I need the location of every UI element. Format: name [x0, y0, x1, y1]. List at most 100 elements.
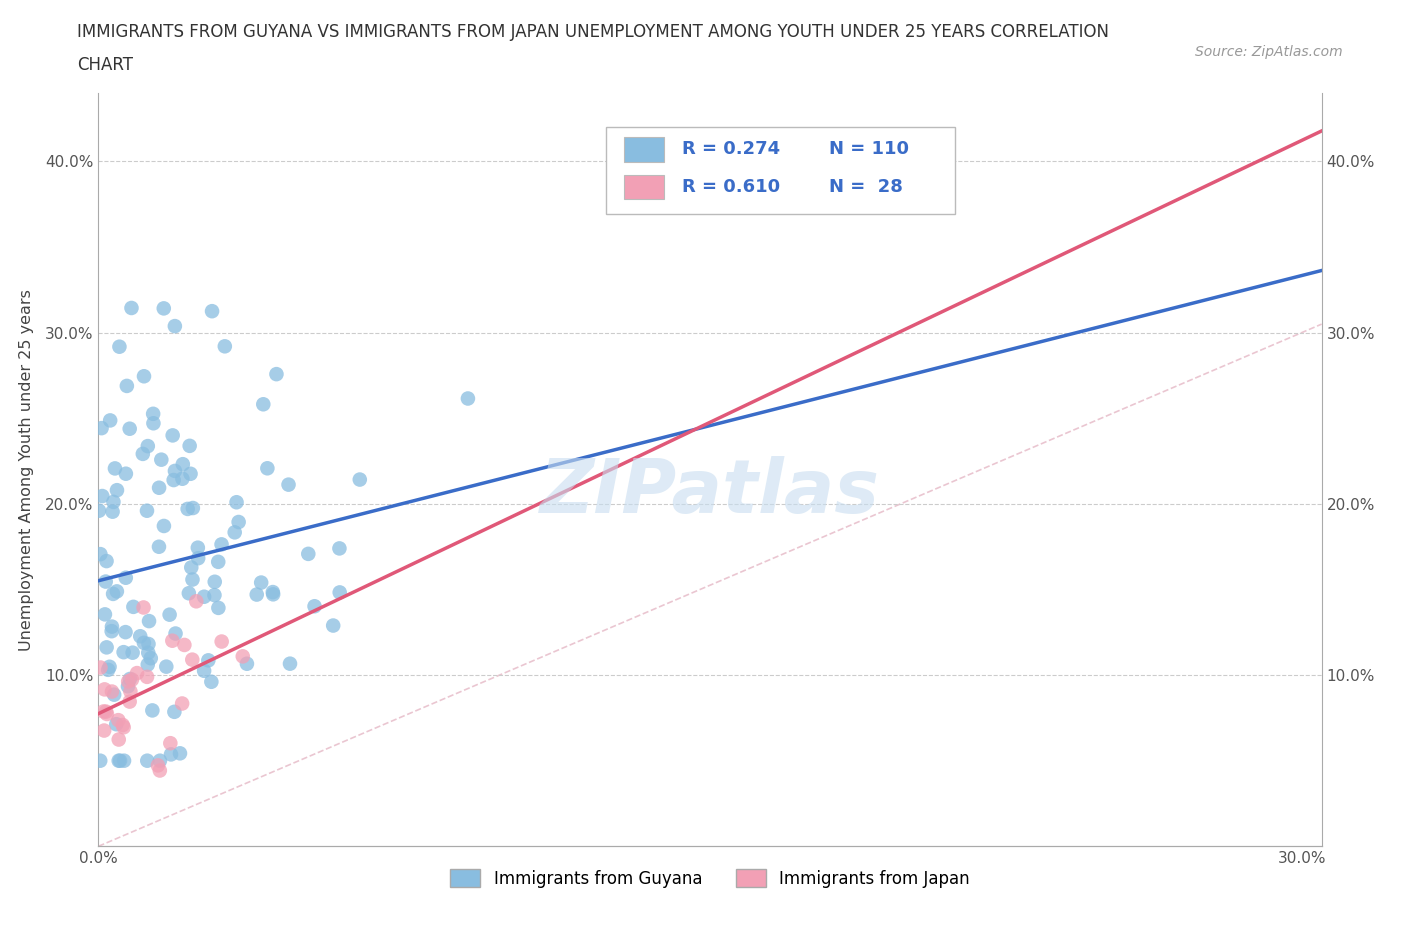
Point — [118, 421, 141, 436]
Point — [136, 753, 159, 768]
Point — [117, 674, 139, 689]
Point — [93, 724, 115, 738]
Text: Source: ZipAtlas.com: Source: ZipAtlas.com — [1195, 45, 1343, 59]
Point — [250, 575, 273, 590]
FancyBboxPatch shape — [606, 126, 955, 214]
Point — [89, 753, 111, 768]
Point — [278, 657, 301, 671]
Point — [132, 369, 155, 384]
Point — [118, 694, 141, 709]
Point — [136, 439, 159, 454]
Point — [200, 674, 222, 689]
Point — [204, 588, 226, 603]
Point — [165, 626, 187, 641]
Point — [211, 634, 233, 649]
Point — [107, 753, 129, 768]
Point — [148, 480, 170, 495]
Point — [121, 672, 143, 687]
Point — [93, 704, 115, 719]
Point — [149, 764, 172, 778]
Point — [163, 463, 186, 478]
Point — [193, 663, 215, 678]
Point — [101, 684, 124, 699]
Text: ZIPatlas: ZIPatlas — [540, 456, 880, 529]
Point — [322, 618, 344, 633]
Point — [108, 339, 131, 354]
Point — [115, 379, 138, 393]
Point — [146, 758, 169, 773]
Point — [162, 633, 184, 648]
Y-axis label: Unemployment Among Youth under 25 years: Unemployment Among Youth under 25 years — [18, 288, 34, 651]
Point — [177, 586, 200, 601]
Point — [114, 625, 136, 640]
Point — [207, 554, 229, 569]
Point — [112, 753, 135, 768]
Point — [101, 619, 124, 634]
Text: CHART: CHART — [77, 56, 134, 73]
Point — [172, 457, 194, 472]
Point — [103, 495, 125, 510]
Point — [117, 679, 139, 694]
Point — [105, 584, 128, 599]
Point — [201, 304, 224, 319]
Point — [176, 501, 198, 516]
Point — [87, 503, 110, 518]
Point — [111, 718, 134, 733]
Point — [136, 503, 159, 518]
Point — [141, 703, 163, 718]
Point — [187, 551, 209, 565]
Point — [105, 717, 128, 732]
Text: R = 0.610: R = 0.610 — [682, 179, 780, 196]
Point — [148, 539, 170, 554]
Point — [105, 483, 128, 498]
Text: IMMIGRANTS FROM GUYANA VS IMMIGRANTS FROM JAPAN UNEMPLOYMENT AMONG YOUTH UNDER 2: IMMIGRANTS FROM GUYANA VS IMMIGRANTS FRO… — [77, 23, 1109, 41]
Point — [139, 651, 162, 666]
Point — [104, 461, 127, 476]
Point — [329, 585, 352, 600]
Point — [125, 666, 148, 681]
Point — [181, 500, 204, 515]
FancyBboxPatch shape — [624, 138, 664, 162]
Point — [163, 704, 186, 719]
Point — [90, 420, 112, 435]
Point — [100, 624, 122, 639]
Point — [107, 712, 129, 727]
Point — [136, 670, 159, 684]
Point — [181, 572, 204, 587]
Point — [214, 339, 236, 353]
Point — [94, 704, 117, 719]
Point — [162, 428, 184, 443]
Point — [172, 472, 194, 486]
Point — [236, 657, 259, 671]
Point — [246, 587, 269, 602]
Legend: Immigrants from Guyana, Immigrants from Japan: Immigrants from Guyana, Immigrants from … — [444, 862, 976, 895]
Point — [98, 413, 121, 428]
Point — [142, 416, 165, 431]
Point — [179, 438, 201, 453]
Point — [277, 477, 299, 492]
Point — [96, 707, 118, 722]
Point — [132, 446, 155, 461]
Point — [108, 753, 131, 768]
Point — [349, 472, 371, 487]
Point — [180, 560, 202, 575]
Point — [225, 495, 247, 510]
Point — [181, 652, 204, 667]
Point — [96, 640, 118, 655]
Point — [155, 659, 177, 674]
Point — [224, 525, 246, 539]
Point — [129, 629, 152, 644]
Point — [101, 504, 124, 519]
Point — [103, 687, 125, 702]
Point — [152, 301, 174, 316]
Point — [112, 720, 135, 735]
Point — [136, 658, 159, 672]
Point — [89, 547, 111, 562]
FancyBboxPatch shape — [624, 175, 664, 199]
Point — [114, 570, 136, 585]
Point — [132, 600, 155, 615]
Point — [118, 671, 141, 686]
Point — [169, 746, 191, 761]
Point — [163, 319, 186, 334]
Point — [115, 466, 138, 481]
